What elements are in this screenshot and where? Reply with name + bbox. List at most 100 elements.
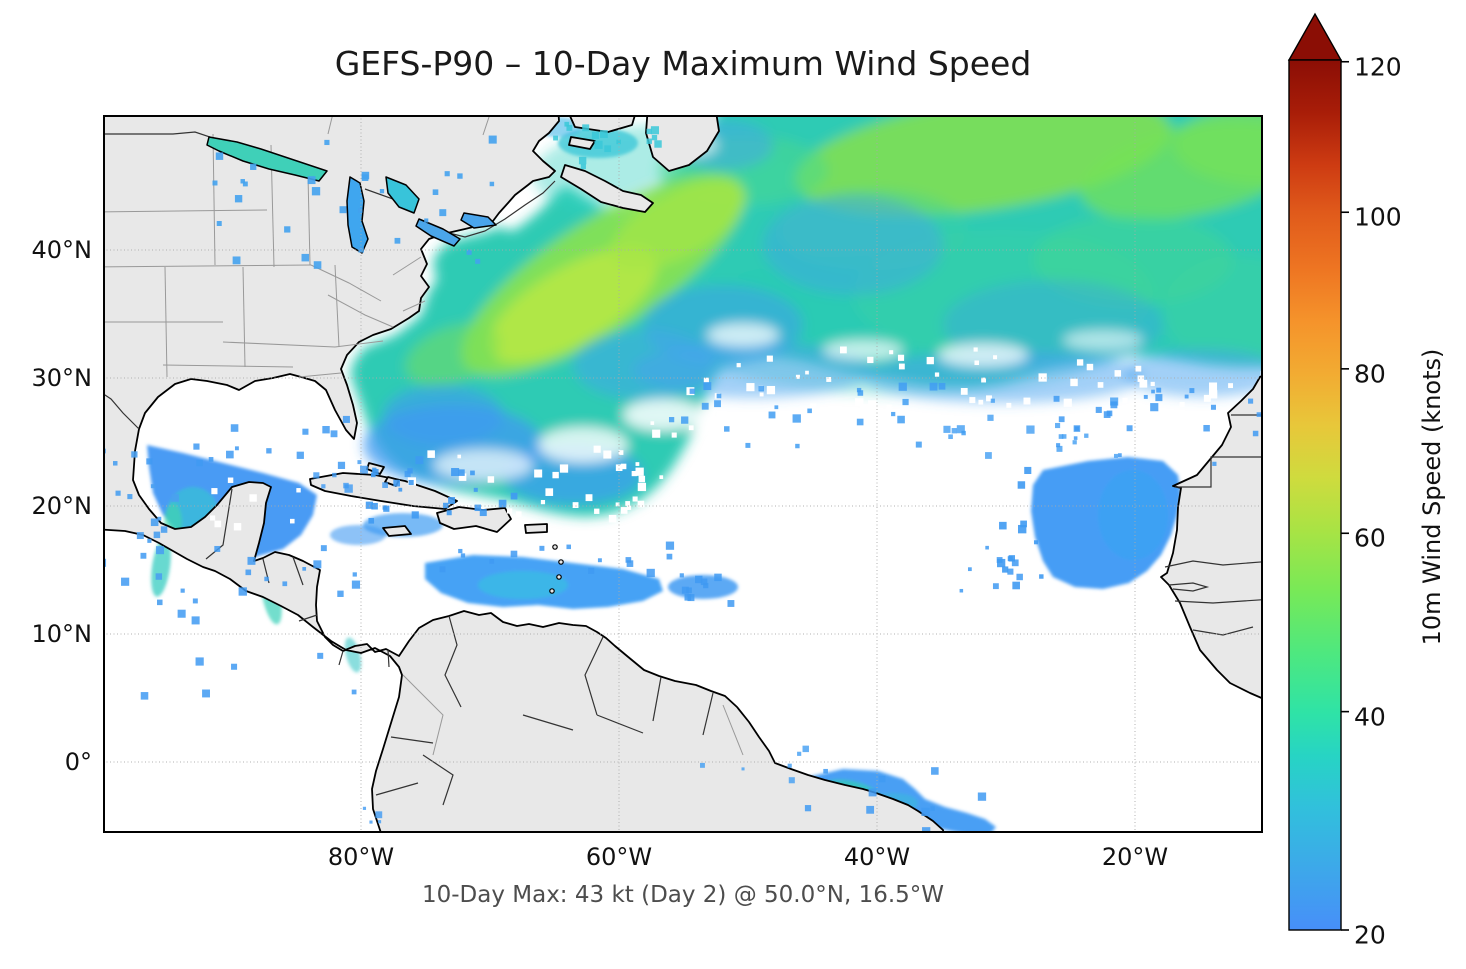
speckle: [681, 416, 689, 424]
speckle: [886, 404, 892, 410]
state-border: [722, 704, 744, 756]
speckle: [156, 546, 165, 555]
speckle: [322, 425, 330, 434]
speckle: [202, 689, 210, 698]
speckle: [759, 392, 764, 397]
plot-title: GEFS-P90 – 10-Day Maximum Wind Speed: [334, 44, 1032, 83]
speckle: [999, 521, 1007, 530]
speckle: [1184, 394, 1189, 399]
y-tick-label: 0°: [64, 748, 92, 776]
speckle: [588, 567, 595, 574]
speckle: [1143, 394, 1148, 399]
wind-field-blob: [405, 323, 501, 387]
speckle: [489, 181, 495, 187]
speckle: [986, 395, 992, 402]
wind-field-blob: [1080, 119, 1263, 221]
speckle: [382, 505, 387, 510]
speckle: [1012, 581, 1020, 590]
speckle: [1073, 425, 1081, 432]
speckle: [1017, 481, 1026, 489]
speckle: [603, 450, 612, 459]
land-polygon: [524, 523, 548, 534]
wind-field-blob: [1098, 470, 1168, 560]
y-tick-label: 10°N: [31, 620, 93, 648]
speckle: [1055, 422, 1061, 429]
speckle: [313, 261, 322, 269]
state-border: [103, 264, 312, 268]
speckle: [372, 468, 379, 476]
speckle: [351, 580, 361, 589]
state-border: [334, 340, 384, 348]
speckle: [266, 448, 272, 454]
speckle: [360, 465, 368, 474]
speckle: [856, 418, 864, 426]
state-border: [242, 266, 246, 368]
speckle: [407, 468, 413, 474]
speckle: [726, 476, 733, 484]
speckle: [458, 469, 465, 476]
country-border: [1175, 456, 1263, 488]
speckle: [311, 187, 321, 196]
speckle: [358, 247, 364, 253]
speckle: [153, 531, 161, 539]
speckle: [515, 511, 522, 518]
wind-field-blob: [633, 342, 873, 398]
speckle: [1203, 424, 1210, 432]
speckle: [938, 382, 946, 390]
speckle: [443, 502, 449, 509]
speckle: [368, 518, 375, 524]
speckle: [618, 450, 624, 455]
speckle: [208, 457, 214, 462]
speckle: [867, 356, 874, 364]
speckle: [1070, 378, 1078, 387]
country-border: [596, 714, 644, 734]
speckle: [608, 514, 617, 523]
speckle: [795, 374, 800, 379]
speckle: [897, 354, 905, 361]
speckle: [855, 398, 864, 407]
map-canvas: [103, 115, 1263, 833]
speckle: [448, 497, 456, 504]
speckle: [1150, 403, 1159, 412]
speckle: [580, 163, 586, 170]
state-border: [310, 264, 382, 302]
speckle: [227, 477, 234, 483]
speckle: [729, 479, 736, 486]
small-island: [558, 559, 564, 565]
speckle: [1063, 398, 1072, 407]
speckle: [659, 475, 664, 480]
speckle: [915, 441, 922, 448]
speckle: [921, 807, 930, 816]
speckle: [226, 450, 234, 459]
speckle: [572, 502, 579, 508]
speckle: [1058, 434, 1064, 439]
speckle: [1007, 568, 1014, 575]
speckle: [460, 553, 466, 558]
speckle: [959, 588, 964, 593]
speckle: [150, 484, 155, 489]
speckle: [703, 582, 709, 589]
state-border: [164, 266, 168, 378]
speckle: [307, 176, 316, 185]
speckle: [1114, 370, 1122, 377]
speckle: [615, 464, 623, 472]
speckle: [1026, 425, 1035, 434]
speckle: [155, 573, 163, 580]
speckle: [985, 452, 992, 459]
speckle: [415, 456, 424, 465]
state-border: [482, 115, 491, 136]
speckle: [214, 520, 222, 528]
speckle: [250, 163, 257, 170]
speckle: [1084, 433, 1089, 438]
speckle: [1072, 440, 1077, 445]
speckle: [741, 767, 745, 771]
speckle: [1139, 379, 1148, 388]
speckle: [1155, 394, 1163, 402]
speckle: [212, 180, 218, 186]
speckle: [1039, 574, 1044, 579]
speckle: [930, 806, 935, 811]
speckle: [195, 657, 204, 666]
speckle: [1103, 411, 1111, 418]
speckle: [804, 805, 812, 812]
speckle: [302, 567, 307, 571]
